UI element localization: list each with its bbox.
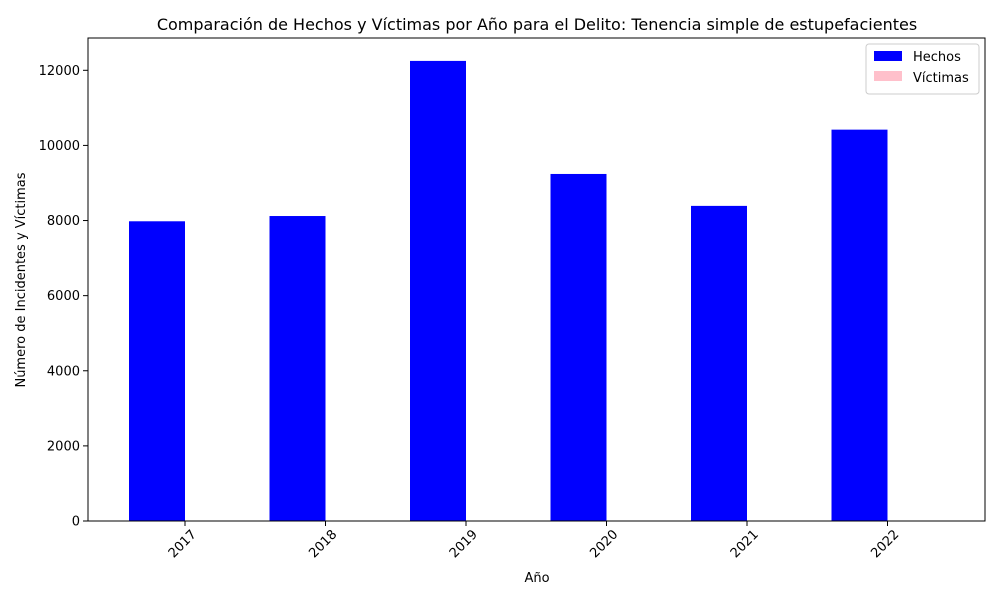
y-axis-ticks: 0 2000 4000 6000 8000 10000 12000 [39, 64, 88, 530]
y-tick-label: 8000 [47, 214, 80, 229]
y-tick-label: 10000 [39, 139, 80, 154]
y-tick-label: 0 [72, 515, 80, 530]
x-tick-label: 2019 [447, 527, 481, 561]
x-tick-label: 2020 [587, 527, 621, 561]
x-tick-label: 2017 [166, 527, 200, 561]
x-tick-label: 2022 [868, 527, 902, 561]
y-tick-label: 12000 [39, 64, 80, 79]
y-axis-label: Número de Incidentes y Víctimas [14, 172, 29, 387]
x-axis-ticks: 2017 2018 2019 2020 2021 2022 [166, 521, 902, 561]
y-tick-label: 6000 [47, 289, 80, 304]
y-tick-label: 2000 [47, 439, 80, 454]
legend-label-hechos: Hechos [913, 50, 961, 65]
legend-swatch-victimas [874, 71, 902, 81]
bar-hechos-2021 [691, 205, 747, 522]
x-axis-label: Año [524, 571, 549, 586]
legend: Hechos Víctimas [865, 43, 980, 95]
bars-layer [129, 60, 888, 522]
bar-hechos-2022 [831, 129, 888, 521]
plot-frame [87, 37, 986, 522]
x-tick-label: 2021 [728, 527, 762, 561]
bar-hechos-2017 [129, 221, 185, 521]
bar-hechos-2018 [269, 216, 326, 522]
legend-label-victimas: Víctimas [913, 71, 969, 86]
y-tick-label: 4000 [47, 364, 80, 379]
bar-hechos-2020 [550, 173, 607, 521]
chart-title: Comparación de Hechos y Víctimas por Año… [157, 15, 917, 34]
bar-hechos-2019 [410, 60, 466, 521]
x-tick-label: 2018 [306, 527, 340, 561]
legend-swatch-hechos [874, 51, 902, 61]
